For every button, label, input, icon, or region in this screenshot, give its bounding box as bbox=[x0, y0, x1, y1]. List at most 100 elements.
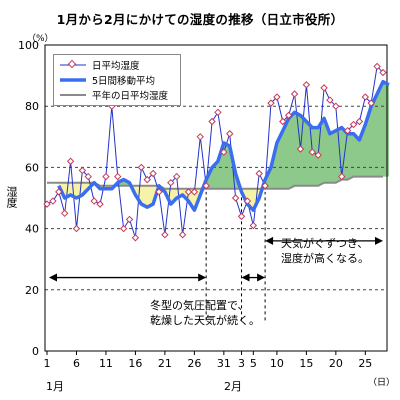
annotation-wet-period: 天気がぐずつき、 湿度が高くなる。 bbox=[281, 236, 369, 266]
data-point bbox=[243, 197, 252, 205]
annotation-wet-line-2: 湿度が高くなる。 bbox=[281, 252, 369, 265]
above-normal-area bbox=[262, 81, 389, 189]
data-point bbox=[143, 175, 151, 184]
chart-title: 1月から2月にかけての湿度の推移（日立市役所） bbox=[56, 12, 344, 27]
data-point bbox=[90, 197, 98, 205]
arrow-head-right bbox=[375, 236, 383, 245]
data-point bbox=[43, 200, 51, 208]
annotation-arrow bbox=[49, 273, 207, 282]
x-tick-label: 3 bbox=[238, 357, 245, 370]
data-point bbox=[167, 178, 175, 187]
annotation-wet-line-1: 天気がぐずつき、 bbox=[281, 237, 369, 250]
data-point bbox=[60, 209, 69, 218]
data-point bbox=[302, 81, 311, 89]
data-point bbox=[355, 117, 364, 126]
data-point bbox=[155, 188, 163, 196]
data-point bbox=[137, 163, 146, 172]
legend-label-moving-average: 5日間移動平均 bbox=[92, 76, 156, 87]
annotation-dry-period: 冬型の気圧配置で、 乾燥した天気が続く。 bbox=[150, 298, 260, 328]
x-tick-label: 21 bbox=[158, 357, 172, 370]
data-point bbox=[343, 126, 352, 135]
annotation-arrow bbox=[265, 236, 383, 245]
data-point bbox=[131, 234, 140, 242]
gridlines bbox=[45, 105, 387, 291]
x-tick-label: 10 bbox=[270, 357, 284, 370]
data-point bbox=[338, 172, 346, 181]
x-tick-label: 1 bbox=[44, 357, 51, 370]
legend-label-normal: 平年の日平均湿度 bbox=[92, 91, 169, 102]
month-label-february: 2月 bbox=[224, 380, 242, 393]
series-moving-average-line bbox=[57, 79, 390, 212]
series-markers bbox=[43, 62, 387, 242]
y-tick-label: 80 bbox=[25, 100, 39, 113]
x-unit-label: （日） bbox=[368, 378, 396, 388]
legend-item-moving-average: 5日間移動平均 bbox=[60, 73, 155, 87]
data-point bbox=[178, 231, 187, 239]
data-point bbox=[261, 182, 269, 190]
annotation-dry-line-1: 冬型の気圧配置で、 bbox=[150, 299, 249, 312]
y-axis-label-text: 湿度 bbox=[5, 186, 18, 208]
y-tick-label: 100 bbox=[18, 39, 39, 52]
data-point bbox=[326, 96, 334, 104]
data-point bbox=[208, 117, 216, 126]
y-unit-label: （%） bbox=[27, 34, 54, 44]
data-point bbox=[125, 215, 134, 224]
legend-swatch-moving-average bbox=[60, 73, 86, 87]
data-point bbox=[349, 120, 358, 129]
legend-item-daily: 日平均湿度 bbox=[60, 58, 140, 72]
legend-item-normal: 平年の日平均湿度 bbox=[60, 88, 168, 102]
data-point bbox=[284, 111, 293, 120]
x-tick-label: 15 bbox=[299, 357, 313, 370]
annotation-arrow bbox=[241, 273, 266, 282]
data-point bbox=[214, 108, 222, 117]
series-lines bbox=[46, 65, 390, 238]
data-point bbox=[226, 130, 234, 138]
x-tick-label: 20 bbox=[329, 357, 343, 370]
data-point bbox=[332, 102, 340, 110]
annotation-dry-line-2: 乾燥した天気が続く。 bbox=[150, 314, 260, 327]
data-point bbox=[66, 157, 75, 165]
data-point bbox=[72, 224, 81, 233]
data-point bbox=[231, 194, 240, 202]
x-tick-label: 6 bbox=[73, 357, 80, 370]
legend: 日平均湿度 5日間移動平均 平年の日平均湿度 bbox=[53, 54, 181, 106]
data-point bbox=[161, 231, 169, 239]
x-tick-label: 16 bbox=[128, 357, 142, 370]
data-point bbox=[220, 148, 228, 156]
data-point bbox=[119, 224, 128, 233]
data-point bbox=[196, 133, 204, 141]
arrow-head-right bbox=[198, 273, 207, 282]
x-tick-label: 11 bbox=[99, 357, 113, 370]
x-tick-label: 26 bbox=[187, 357, 201, 370]
data-point bbox=[290, 90, 299, 98]
x-tick-label: 25 bbox=[358, 357, 372, 370]
arrow-head-left bbox=[49, 273, 57, 282]
series-normal-line bbox=[47, 175, 383, 190]
data-point bbox=[190, 188, 199, 196]
arrow-head-left bbox=[241, 273, 250, 282]
data-point bbox=[172, 172, 181, 181]
legend-swatch-normal bbox=[60, 88, 86, 102]
data-point bbox=[249, 221, 258, 230]
data-point bbox=[55, 188, 63, 196]
arrow-head-right bbox=[257, 273, 266, 282]
data-point bbox=[361, 93, 370, 101]
data-point bbox=[149, 169, 157, 178]
annotation-arrows bbox=[49, 236, 383, 282]
data-point bbox=[273, 93, 281, 101]
y-tick-label: 40 bbox=[25, 223, 39, 236]
legend-swatch-daily bbox=[60, 58, 86, 72]
plot-frame bbox=[44, 44, 388, 352]
y-tick-label: 60 bbox=[25, 161, 39, 174]
data-point bbox=[49, 197, 57, 205]
x-tick-label: 31 bbox=[217, 357, 231, 370]
y-axis-label: 湿度 bbox=[4, 186, 18, 211]
data-point bbox=[308, 148, 316, 156]
data-point bbox=[202, 182, 210, 190]
data-point bbox=[102, 172, 110, 181]
axes bbox=[44, 44, 388, 355]
data-point bbox=[114, 172, 122, 181]
data-point bbox=[279, 117, 287, 126]
